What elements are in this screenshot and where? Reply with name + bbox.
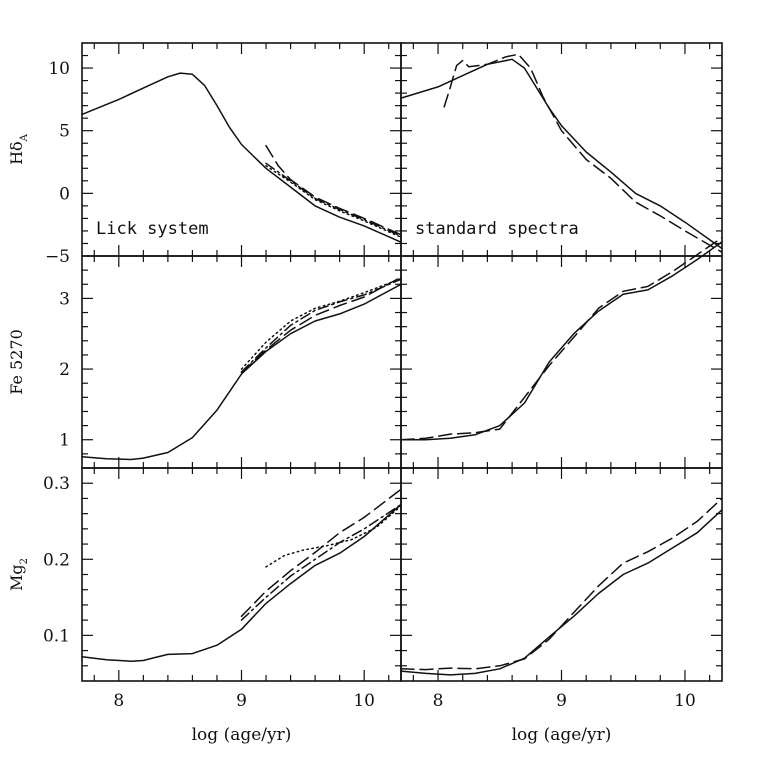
- series-line-solid: [400, 241, 723, 441]
- y-tick-label: −5: [45, 247, 70, 267]
- y-axis-label: Mg2: [7, 558, 30, 591]
- x-tick-label: 9: [236, 691, 247, 711]
- y-tick-label: 1: [59, 431, 70, 451]
- y-axis-label: HδA: [7, 133, 30, 165]
- panel-frame-2-0: [81, 467, 402, 682]
- panel-annotation: standard spectra: [415, 219, 579, 239]
- y-tick-label: 0.3: [43, 474, 70, 494]
- series-line-dashed: [400, 497, 723, 671]
- series-line-dashed: [240, 276, 402, 374]
- series-line-dashed: [265, 144, 402, 236]
- y-tick-label: 10: [48, 59, 70, 79]
- series-line-dotted: [240, 277, 402, 370]
- series-line-solid: [81, 72, 402, 243]
- series-line-dashed: [240, 488, 402, 618]
- y-axis-label-1: Fe 5270: [7, 329, 26, 395]
- series-line-dotted: [265, 165, 402, 238]
- x-tick-label: 8: [113, 691, 124, 711]
- panel-frame-1-0: [81, 255, 402, 469]
- y-axis-label: Fe 5270: [7, 329, 26, 395]
- y-tick-label: 5: [59, 122, 70, 142]
- x-tick-label: 8: [433, 691, 444, 711]
- y-tick-label: 2: [59, 360, 70, 380]
- series-line-dotted: [265, 505, 402, 568]
- y-axis-label-text: Fe 5270: [7, 329, 26, 395]
- series-line-dashed: [400, 236, 723, 441]
- y-axis-label-0: HδA: [7, 133, 30, 165]
- x-axis-label: log (age/yr): [192, 725, 292, 745]
- y-tick-label: 3: [59, 289, 70, 309]
- panel-1-0-ticks: [82, 256, 401, 468]
- y-tick-label: 0.1: [43, 626, 70, 646]
- series-line-dashdot: [240, 503, 402, 621]
- x-tick-label: 10: [353, 691, 375, 711]
- series-line-solid: [81, 283, 402, 461]
- y-axis-label-2: Mg2: [7, 558, 30, 591]
- x-tick-label: 10: [674, 691, 696, 711]
- series-line-solid: [81, 503, 402, 662]
- y-axis-label-text: Hδ: [7, 141, 26, 165]
- y-axis-label-subscript: A: [19, 133, 30, 142]
- series-line-dashed: [443, 53, 723, 253]
- y-tick-label: 0: [59, 184, 70, 204]
- y-tick-label: 0.2: [43, 550, 70, 570]
- panel-0-0-ticks: [82, 43, 401, 256]
- panel-2-1-ticks: [401, 468, 722, 681]
- panel-frame-1-1: [400, 255, 723, 469]
- panel-frame-2-1: [400, 467, 723, 682]
- x-axis-label: log (age/yr): [512, 725, 612, 745]
- series-line-solid: [400, 509, 723, 676]
- panel-annotation: Lick system: [96, 219, 209, 239]
- x-tick-label: 9: [556, 691, 567, 711]
- panel-2-0-ticks: [82, 468, 401, 681]
- y-axis-label-subscript: 2: [19, 558, 30, 564]
- series-line-dashdot: [265, 162, 402, 237]
- series-line-dashdot: [240, 278, 402, 373]
- y-axis-label-text: Mg: [7, 564, 26, 591]
- panel-1-1-ticks: [401, 256, 722, 468]
- panel-0-1-ticks: [401, 43, 722, 256]
